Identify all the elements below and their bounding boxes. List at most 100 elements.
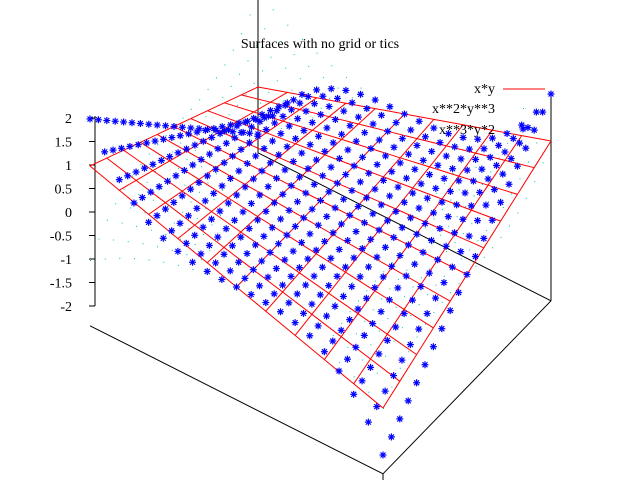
asterisk-point: [252, 152, 260, 160]
asterisk-point: [285, 122, 293, 130]
asterisk-point: [182, 239, 190, 247]
asterisk-point: [249, 266, 257, 274]
asterisk-point: [348, 187, 356, 195]
dot-point: [207, 182, 209, 184]
asterisk-point: [289, 247, 297, 255]
asterisk-point: [162, 122, 170, 130]
asterisk-point: [335, 155, 343, 163]
asterisk-point: [233, 191, 241, 199]
asterisk-point: [304, 165, 312, 173]
asterisk-point: [294, 115, 302, 123]
asterisk-point: [501, 148, 509, 156]
asterisk-point: [392, 119, 400, 127]
asterisk-point: [363, 105, 371, 113]
asterisk-point: [295, 264, 303, 272]
asterisk-point: [348, 283, 356, 291]
dot-point: [433, 312, 435, 314]
asterisk-point: [258, 167, 266, 175]
asterisk-point: [461, 189, 469, 197]
dot-point: [201, 166, 203, 168]
asterisk-point: [339, 292, 347, 300]
asterisk-point: [281, 101, 289, 109]
asterisk-point: [547, 90, 555, 98]
asterisk-point: [193, 204, 201, 212]
asterisk-point: [256, 118, 264, 126]
asterisk-point: [434, 161, 442, 169]
asterisk-point: [225, 126, 232, 134]
dot-point: [509, 225, 510, 227]
asterisk-point: [343, 355, 351, 363]
dot-point: [473, 195, 475, 197]
asterisk-point: [472, 155, 480, 163]
asterisk-point: [340, 195, 348, 203]
dot-point: [494, 219, 496, 221]
asterisk-point: [413, 230, 421, 238]
asterisk-point: [390, 143, 398, 151]
asterisk-point: [132, 168, 140, 176]
asterisk-point: [300, 127, 308, 135]
asterisk-point: [226, 267, 234, 275]
asterisk-point: [86, 115, 94, 123]
asterisk-point: [321, 237, 329, 245]
asterisk-point: [480, 145, 488, 153]
dot-point: [169, 177, 171, 179]
z-tick-label-1: 1.5: [55, 136, 73, 151]
asterisk-point: [212, 165, 220, 173]
asterisk-point: [298, 149, 306, 157]
asterisk-point: [218, 182, 226, 190]
dot-point: [136, 225, 138, 227]
asterisk-point: [231, 216, 239, 224]
asterisk-point: [271, 119, 279, 127]
asterisk-point: [231, 134, 239, 142]
asterisk-point: [361, 129, 369, 137]
asterisk-point: [313, 86, 321, 94]
asterisk-point: [287, 182, 295, 190]
asterisk-point: [109, 146, 117, 154]
asterisk-point: [199, 137, 207, 145]
dot-point: [171, 249, 173, 251]
asterisk-point: [507, 155, 515, 163]
asterisk-point: [325, 188, 333, 196]
asterisk-point: [364, 418, 372, 426]
asterisk-point: [302, 107, 310, 115]
asterisk-point: [134, 141, 142, 149]
asterisk-point: [430, 124, 438, 132]
asterisk-point: [241, 183, 249, 191]
asterisk-point: [405, 150, 413, 158]
dot-point: [312, 117, 314, 119]
asterisk-point: [421, 220, 429, 228]
asterisk-point: [291, 319, 299, 327]
dot-point: [316, 52, 318, 54]
asterisk-point: [344, 146, 352, 154]
asterisk-point: [398, 356, 406, 364]
dot-point: [471, 223, 473, 225]
dot-point: [347, 346, 349, 348]
asterisk-point: [317, 197, 324, 204]
asterisk-point: [248, 123, 256, 131]
dot-point: [446, 251, 448, 252]
asterisk-point: [513, 162, 521, 170]
asterisk-point: [350, 162, 358, 170]
dot-point: [450, 199, 452, 201]
asterisk-point: [442, 242, 450, 250]
dot-point: [289, 118, 291, 120]
asterisk-point: [220, 159, 228, 167]
dot-point: [460, 258, 462, 260]
asterisk-point: [228, 242, 236, 250]
dot-point: [425, 227, 427, 229]
dot-point: [302, 39, 303, 41]
asterisk-point: [298, 90, 306, 98]
dot-point: [157, 144, 159, 146]
asterisk-point: [469, 177, 477, 185]
asterisk-point: [206, 150, 214, 158]
asterisk-point: [291, 222, 299, 230]
asterisk-point: [287, 106, 295, 114]
dot-point: [106, 219, 108, 221]
dot-point: [249, 138, 251, 140]
asterisk-point: [147, 188, 155, 196]
asterisk-point: [448, 263, 456, 271]
z-tick-label-0: 2: [65, 112, 72, 127]
dot-point: [498, 157, 500, 159]
dot-point: [477, 240, 479, 242]
asterisk-point: [258, 257, 266, 265]
